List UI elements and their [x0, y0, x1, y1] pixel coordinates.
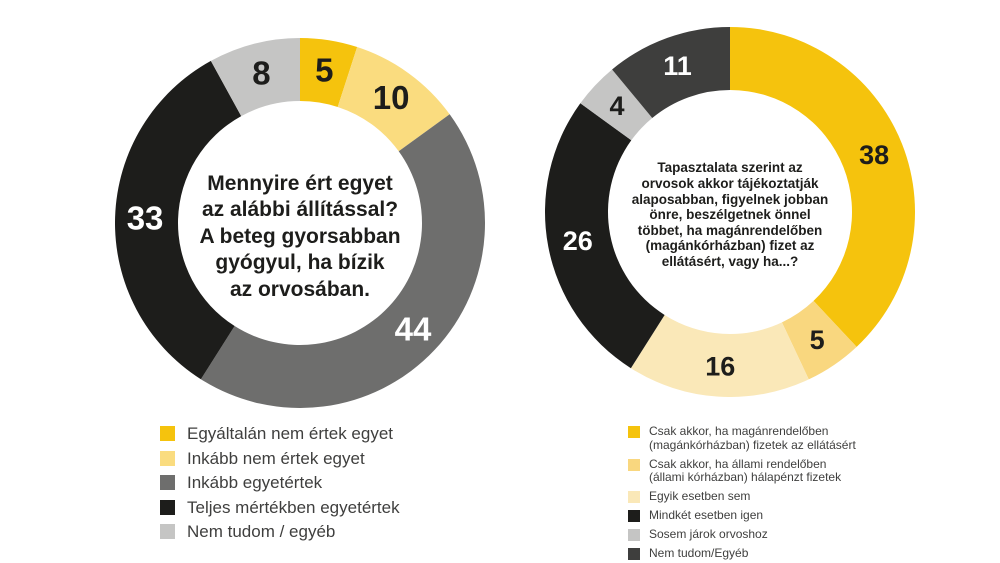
legend-swatch-icon — [628, 528, 640, 541]
legend-item: Mindkét esetben igen — [628, 507, 856, 523]
legend-label: Inkább nem értek egyet — [187, 448, 365, 468]
legend-label: Egyáltalán nem értek egyet — [187, 424, 394, 443]
legend-swatch-icon — [160, 499, 175, 515]
legend-swatch-icon — [628, 458, 640, 471]
donut-segment-1 — [781, 300, 857, 380]
legend-item: Egyáltalán nem értek egyet — [160, 424, 400, 444]
legend-label: Csak akkor, ha magánrendelőben (magánkór… — [649, 424, 856, 452]
segment-value-label: 10 — [373, 79, 410, 116]
legend-swatch-icon — [160, 426, 175, 441]
legend-item: Nem tudom/Egyéb — [628, 545, 856, 561]
donut-segment-0 — [730, 27, 915, 347]
donut-chart-trust-statement: 5 10 44 33 8 Mennyire ért egyet az alábbi ál… — [115, 38, 485, 408]
segment-value-label: 5 — [810, 325, 825, 355]
legend-label: Egyik esetben sem — [649, 489, 751, 504]
legend-swatch-icon — [160, 450, 175, 466]
legend-label: Csak akkor, ha állami rendelőben (állami… — [649, 456, 842, 485]
legend-item: Sosem járok orvoshoz — [628, 526, 856, 542]
segment-value-label: 33 — [127, 200, 164, 237]
donut-segment-3 — [115, 60, 242, 380]
legend-right: Csak akkor, ha magánrendelőben (magánkór… — [628, 424, 856, 561]
donut-segment-1 — [337, 47, 450, 152]
legend-swatch-icon — [628, 426, 640, 438]
legend-item: Nem tudom / egyéb — [160, 522, 400, 542]
donut-svg-right: 38 5 16 26 4 11 — [545, 27, 915, 397]
segment-value-label: 4 — [609, 91, 624, 121]
legend-label: Mindkét esetben igen — [649, 507, 764, 522]
legend-left: Egyáltalán nem értek egyet Inkább nem ér… — [160, 424, 400, 542]
legend-item: Inkább nem értek egyet — [160, 449, 400, 469]
legend-swatch-icon — [628, 509, 640, 522]
legend-item: Inkább egyetértek — [160, 473, 400, 493]
donut-chart-private-vs-state: 38 5 16 26 4 11 Tapasztalata szerint az orvos… — [545, 27, 915, 397]
legend-label: Nem tudom / egyéb — [187, 522, 336, 542]
legend-label: Inkább egyetértek — [187, 473, 323, 493]
legend-item: Csak akkor, ha magánrendelőben (magánkór… — [628, 424, 856, 453]
donut-svg-left: 5 10 44 33 8 — [115, 38, 485, 408]
donut-segment-5 — [612, 27, 730, 118]
donut-segment-2 — [630, 315, 809, 397]
legend-label: Nem tudom/Egyéb — [649, 545, 749, 560]
legend-swatch-icon — [628, 491, 640, 504]
donut-segment-4 — [580, 69, 653, 141]
legend-label: Sosem járok orvoshoz — [649, 526, 768, 541]
segment-value-label: 11 — [663, 51, 692, 81]
segment-value-label: 8 — [252, 54, 270, 91]
legend-item: Egyik esetben sem — [628, 489, 856, 504]
segment-value-label: 5 — [315, 51, 333, 88]
segment-value-label: 38 — [859, 140, 889, 170]
segment-value-label: 44 — [395, 311, 432, 348]
donut-segment-3 — [545, 103, 665, 369]
donut-segment-2 — [200, 114, 485, 408]
donut-segment-0 — [300, 38, 358, 107]
legend-swatch-icon — [160, 475, 175, 491]
segment-value-label: 26 — [563, 226, 593, 256]
donut-segment-4 — [210, 38, 300, 117]
legend-item: Csak akkor, ha állami rendelőben (állami… — [628, 456, 856, 486]
legend-label: Teljes mértékben egyetértek — [187, 497, 400, 517]
legend-swatch-icon — [628, 547, 640, 560]
segment-value-label: 16 — [705, 352, 735, 382]
legend-swatch-icon — [160, 524, 175, 540]
legend-item: Teljes mértékben egyetértek — [160, 498, 400, 518]
